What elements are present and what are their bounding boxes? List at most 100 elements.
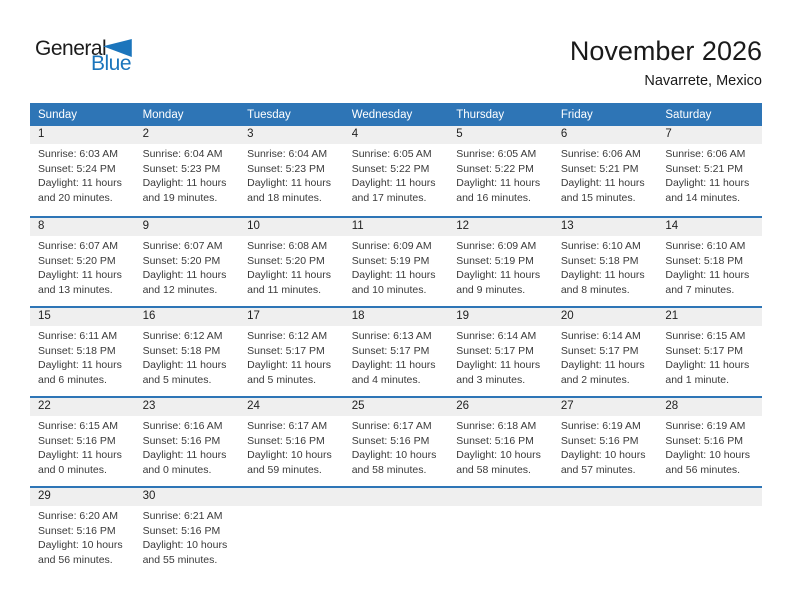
sunset-text: Sunset: 5:17 PM [456, 344, 534, 357]
day-details: Sunrise: 6:11 AM Sunset: 5:18 PM Daylight:… [30, 326, 135, 387]
weekday-header-friday: Friday [560, 108, 593, 121]
weekday-header-wednesday: Wednesday [351, 108, 413, 121]
page-title: November 2026 [569, 36, 762, 66]
daylight-text-line1: Daylight: 11 hours [456, 359, 541, 371]
day-detail-band: Sunrise: 6:11 AM Sunset: 5:18 PM Daylight:… [30, 326, 762, 387]
daylight-text-line2: and 18 minutes. [247, 191, 322, 204]
sunset-text: Sunset: 5:17 PM [665, 344, 744, 357]
day-number: 20 [560, 310, 574, 322]
sunset-text: Sunset: 5:16 PM [38, 524, 116, 537]
day-details: Sunrise: 6:09 AM Sunset: 5:19 PM Daylight:… [344, 236, 449, 297]
general-blue-logo: General Blue [35, 38, 132, 75]
day-details: Sunrise: 6:10 AM Sunset: 5:18 PM Daylight:… [553, 236, 658, 297]
sunrise-text: Sunrise: 6:14 AM [560, 330, 641, 342]
sunrise-text: Sunrise: 6:07 AM [142, 240, 223, 252]
day-number-band: 15 16 17 18 19 20 21 [30, 308, 762, 326]
daylight-text-line1: Daylight: 11 hours [142, 359, 227, 371]
day-number-band: 8 9 10 11 12 13 14 [30, 218, 762, 236]
sunrise-text: Sunrise: 6:05 AM [351, 148, 432, 160]
sunrise-text: Sunrise: 6:10 AM [665, 240, 746, 252]
day-details: Sunrise: 6:15 AM Sunset: 5:16 PM Daylight:… [30, 416, 135, 477]
sunrise-text: Sunrise: 6:06 AM [665, 148, 746, 160]
daylight-text-line2: and 55 minutes. [142, 553, 218, 566]
empty-day-cell [239, 506, 344, 567]
weekday-header-saturday: Saturday [665, 108, 712, 121]
day-details: Sunrise: 6:17 AM Sunset: 5:16 PM Daylight:… [239, 416, 344, 477]
daylight-text-line2: and 57 minutes. [560, 463, 636, 476]
sunrise-text: Sunrise: 6:12 AM [142, 330, 223, 342]
sunset-text: Sunset: 5:16 PM [351, 434, 430, 447]
sunset-text: Sunset: 5:22 PM [351, 162, 430, 175]
sunset-text: Sunset: 5:22 PM [456, 162, 534, 175]
sunrise-text: Sunrise: 6:09 AM [351, 240, 432, 252]
empty-day-number [239, 488, 344, 506]
daylight-text-line1: Daylight: 11 hours [665, 359, 750, 371]
day-number: 26 [456, 400, 470, 412]
daylight-text-line1: Daylight: 10 hours [456, 449, 541, 461]
sunset-text: Sunset: 5:19 PM [456, 254, 534, 267]
logo-text-general: General [35, 37, 107, 60]
daylight-text-line1: Daylight: 11 hours [665, 177, 750, 189]
sunrise-text: Sunrise: 6:15 AM [665, 330, 746, 342]
daylight-text-line2: and 56 minutes. [665, 463, 741, 476]
daylight-text-line2: and 11 minutes. [247, 283, 322, 296]
day-details: Sunrise: 6:15 AM Sunset: 5:17 PM Daylight:… [657, 326, 762, 387]
daylight-text-line1: Daylight: 11 hours [560, 177, 645, 189]
daylight-text-line2: and 12 minutes. [142, 283, 218, 296]
sunrise-text: Sunrise: 6:06 AM [560, 148, 641, 160]
location-subtitle: Navarrete, Mexico [644, 73, 762, 89]
sunset-text: Sunset: 5:17 PM [560, 344, 639, 357]
day-details: Sunrise: 6:14 AM Sunset: 5:17 PM Daylight:… [553, 326, 658, 387]
sunset-text: Sunset: 5:19 PM [351, 254, 430, 267]
sunset-text: Sunset: 5:18 PM [560, 254, 639, 267]
empty-day-number [553, 488, 658, 506]
day-number: 23 [142, 400, 156, 412]
day-number: 29 [38, 490, 51, 502]
day-detail-band: Sunrise: 6:20 AM Sunset: 5:16 PM Daylight:… [30, 506, 762, 567]
sunset-text: Sunset: 5:16 PM [38, 434, 116, 447]
day-details: Sunrise: 6:09 AM Sunset: 5:19 PM Daylight:… [448, 236, 553, 297]
daylight-text-line1: Daylight: 11 hours [38, 449, 122, 461]
daylight-text-line1: Daylight: 10 hours [247, 449, 332, 461]
sunrise-text: Sunrise: 6:21 AM [142, 510, 223, 522]
daylight-text-line2: and 7 minutes. [665, 283, 735, 296]
day-details: Sunrise: 6:04 AM Sunset: 5:23 PM Daylight:… [239, 144, 344, 205]
day-details: Sunrise: 6:04 AM Sunset: 5:23 PM Daylight:… [135, 144, 240, 205]
sunset-text: Sunset: 5:20 PM [142, 254, 221, 267]
daylight-text-line1: Daylight: 11 hours [38, 177, 122, 189]
daylight-text-line1: Daylight: 11 hours [142, 449, 227, 461]
day-number: 24 [247, 400, 260, 412]
daylight-text-line1: Daylight: 10 hours [560, 449, 646, 461]
logo-text-blue: Blue [90, 52, 132, 75]
calendar-weeks: 1 2 3 4 5 6 7 Sunrise: 6:03 AM Sunset: 5:24 PM Da… [30, 126, 762, 576]
day-number: 28 [665, 400, 679, 412]
daylight-text-line1: Daylight: 10 hours [142, 539, 228, 551]
sunset-text: Sunset: 5:23 PM [247, 162, 325, 175]
title-block: November 2026 Navarrete, Mexico [570, 36, 762, 89]
daylight-text-line2: and 15 minutes. [560, 191, 636, 204]
daylight-text-line1: Daylight: 10 hours [351, 449, 437, 461]
sunset-text: Sunset: 5:16 PM [247, 434, 325, 447]
day-details: Sunrise: 6:10 AM Sunset: 5:18 PM Daylight:… [657, 236, 762, 297]
daylight-text-line1: Daylight: 11 hours [665, 269, 750, 281]
daylight-text-line2: and 2 minutes. [560, 373, 630, 386]
sunrise-text: Sunrise: 6:09 AM [456, 240, 537, 252]
daylight-text-line2: and 13 minutes. [38, 283, 113, 296]
week-row-1: 1 2 3 4 5 6 7 Sunrise: 6:03 AM Sunset: 5:24 PM Da… [30, 126, 762, 216]
sunrise-text: Sunrise: 6:10 AM [560, 240, 641, 252]
daylight-text-line1: Daylight: 11 hours [247, 177, 331, 189]
day-number: 14 [665, 220, 679, 232]
sunrise-text: Sunrise: 6:19 AM [665, 420, 746, 432]
day-number: 22 [38, 400, 51, 412]
day-details: Sunrise: 6:14 AM Sunset: 5:17 PM Daylight:… [448, 326, 553, 387]
week-row-3: 15 16 17 18 19 20 21 Sunrise: 6:11 AM Sunset: 5:… [30, 306, 762, 396]
day-details: Sunrise: 6:06 AM Sunset: 5:21 PM Daylight:… [553, 144, 658, 205]
day-details: Sunrise: 6:12 AM Sunset: 5:18 PM Daylight:… [135, 326, 240, 387]
daylight-text-line1: Daylight: 11 hours [560, 269, 645, 281]
sunset-text: Sunset: 5:18 PM [665, 254, 744, 267]
day-number: 11 [351, 220, 364, 232]
sunrise-text: Sunrise: 6:03 AM [38, 148, 118, 160]
daylight-text-line2: and 8 minutes. [560, 283, 630, 296]
day-number: 6 [560, 128, 568, 140]
